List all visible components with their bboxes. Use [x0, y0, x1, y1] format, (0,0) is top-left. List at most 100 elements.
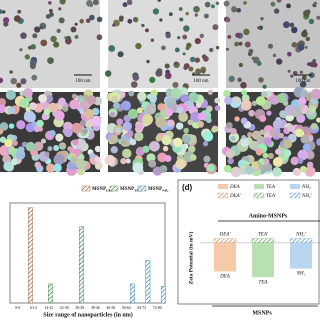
particle — [243, 1, 247, 5]
particle — [150, 38, 155, 42]
particle — [248, 48, 254, 54]
particle — [53, 163, 62, 173]
particle — [230, 128, 237, 135]
particle — [206, 117, 212, 124]
legend-swatch — [217, 192, 229, 199]
x-tick-label: 6-14 — [30, 306, 37, 310]
particle — [10, 77, 18, 85]
scale-label: 100 nm — [75, 79, 90, 84]
particle — [90, 115, 102, 127]
particle — [223, 89, 231, 98]
particle — [214, 105, 221, 111]
particle — [287, 124, 295, 132]
particle — [142, 145, 150, 153]
particle — [155, 69, 163, 77]
particle — [2, 10, 6, 14]
particle — [174, 47, 180, 53]
particle — [129, 138, 137, 146]
particle — [79, 19, 84, 24]
particle — [75, 158, 87, 170]
particle — [24, 54, 30, 60]
particle — [306, 161, 314, 169]
particle — [183, 63, 190, 69]
particle — [53, 145, 60, 151]
particle — [175, 64, 179, 69]
particle — [39, 26, 43, 30]
particle — [230, 166, 242, 178]
particle — [188, 92, 199, 103]
particle — [225, 149, 235, 159]
particle — [55, 133, 64, 142]
particle — [125, 158, 131, 164]
legend-label: TEA' — [266, 194, 277, 199]
particle — [302, 9, 310, 17]
particle — [275, 148, 282, 155]
particle — [74, 34, 79, 39]
particle — [164, 72, 172, 80]
particle — [299, 89, 308, 98]
scale-label: 100 nm — [295, 79, 310, 84]
particle — [262, 84, 267, 89]
particle — [182, 52, 186, 56]
particle — [96, 16, 103, 23]
particle — [240, 81, 247, 89]
particle — [8, 123, 15, 129]
particle — [275, 128, 281, 134]
particle — [194, 13, 198, 17]
particle — [241, 89, 248, 96]
particle — [86, 95, 97, 105]
particle — [203, 56, 209, 62]
particle — [189, 56, 196, 63]
particle — [146, 59, 150, 64]
particle — [155, 135, 162, 142]
scale-label: 100 nm — [193, 79, 208, 84]
particle — [223, 0, 230, 7]
particle — [284, 104, 296, 116]
particle — [13, 15, 21, 23]
particle — [193, 5, 200, 13]
particle — [118, 17, 124, 22]
particle — [38, 94, 47, 103]
particle — [120, 158, 127, 165]
particle — [53, 41, 60, 48]
particle — [0, 9, 3, 14]
particle — [122, 2, 128, 8]
bar — [213, 238, 237, 244]
particle — [112, 23, 116, 27]
particle — [187, 119, 194, 126]
legend-label: TEA — [266, 185, 276, 190]
particle — [310, 88, 320, 100]
particle — [33, 125, 41, 133]
x-tick-label: 0-6 — [15, 306, 20, 310]
particle — [259, 129, 266, 136]
particle — [86, 0, 93, 7]
particle — [302, 143, 311, 152]
particle — [186, 42, 192, 49]
particle — [172, 81, 179, 88]
particle — [301, 75, 307, 80]
particle — [298, 96, 307, 106]
particle — [185, 11, 189, 16]
particle — [212, 24, 219, 31]
particle — [183, 25, 190, 32]
particle — [225, 122, 233, 129]
legend-label: DEA — [229, 185, 241, 190]
particle — [109, 111, 116, 118]
x-tick-label: 64-72 — [137, 306, 146, 310]
particle — [248, 109, 255, 117]
particle — [306, 150, 315, 159]
legend-name: MSNP — [92, 187, 106, 192]
particle — [29, 102, 37, 111]
particle — [305, 36, 311, 42]
particle — [121, 100, 132, 111]
particle — [276, 93, 287, 104]
particle — [127, 108, 139, 120]
particle — [132, 162, 144, 174]
particle — [113, 102, 120, 109]
particle — [240, 138, 249, 147]
particle — [41, 114, 48, 121]
particle — [126, 0, 133, 5]
particle — [130, 81, 138, 88]
particle — [161, 45, 166, 51]
particle — [316, 117, 320, 123]
